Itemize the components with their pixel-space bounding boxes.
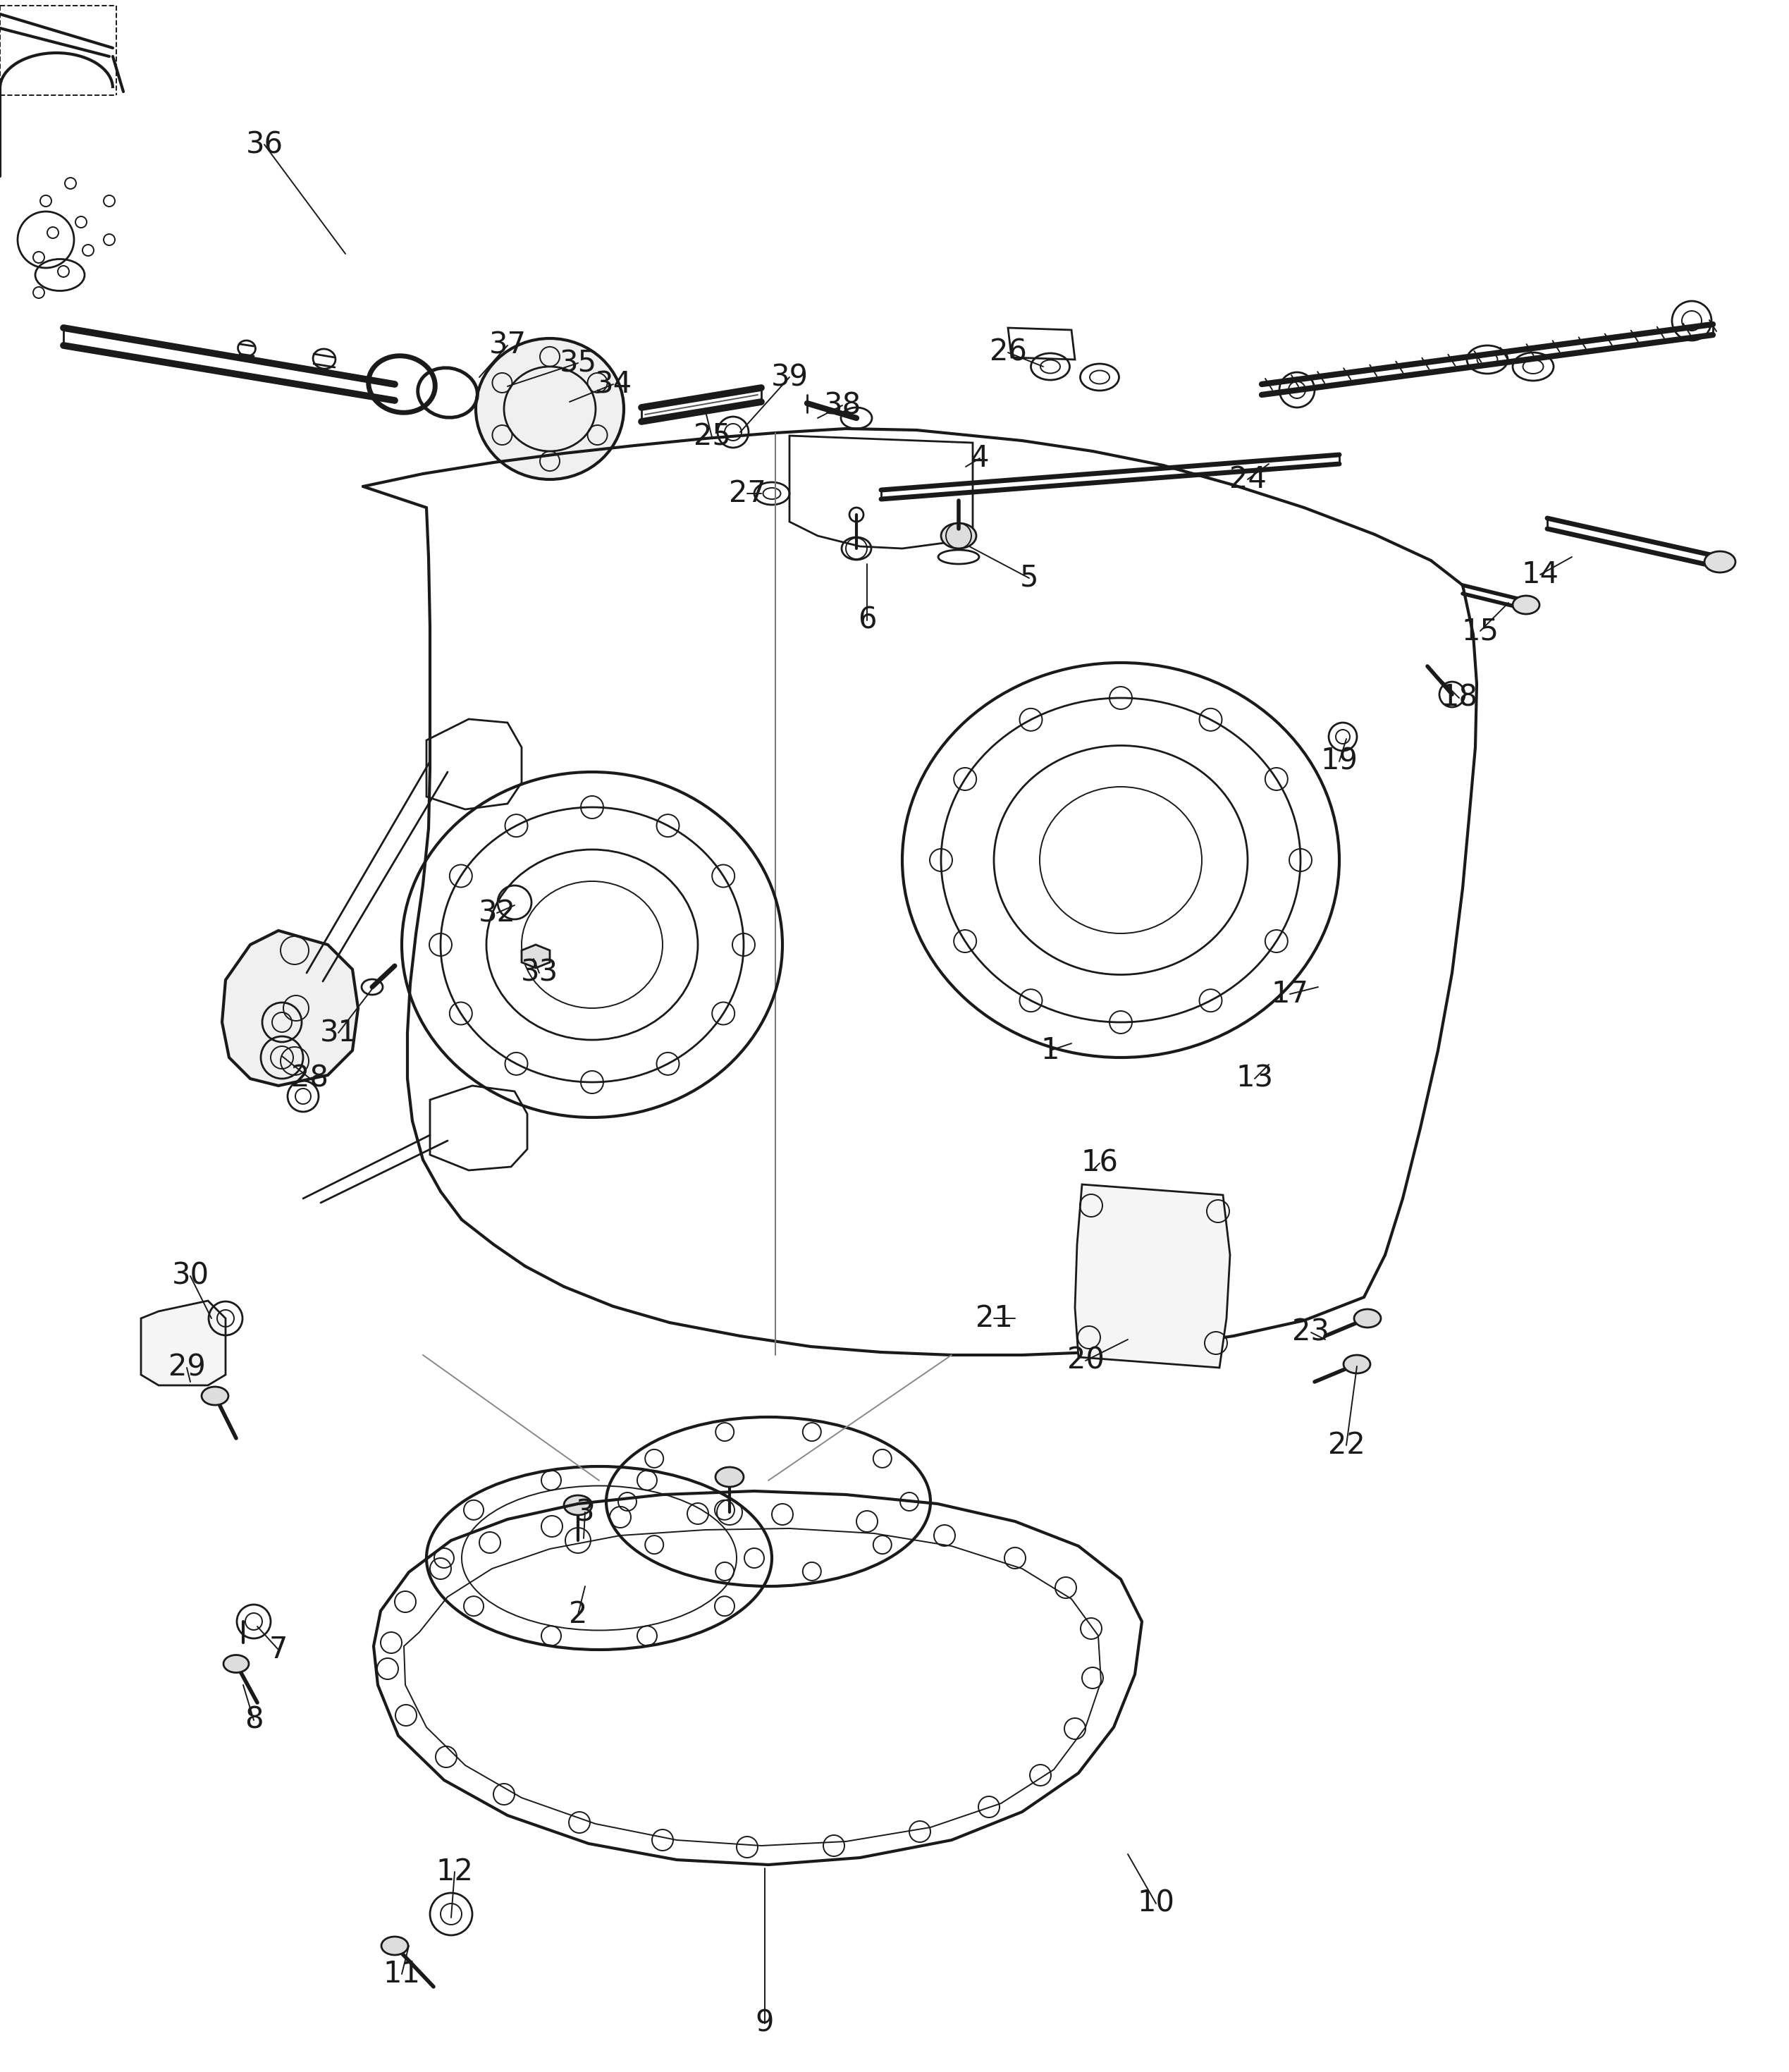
Polygon shape: [522, 945, 549, 968]
Ellipse shape: [1354, 1310, 1381, 1328]
Polygon shape: [141, 1301, 225, 1386]
Text: 13: 13: [1236, 1063, 1274, 1094]
Text: 20: 20: [1066, 1347, 1104, 1376]
Text: 38: 38: [823, 390, 861, 421]
Ellipse shape: [381, 1937, 408, 1956]
Text: 15: 15: [1462, 615, 1499, 646]
Text: 10: 10: [1138, 1890, 1175, 1919]
Ellipse shape: [716, 1467, 744, 1488]
Text: 24: 24: [1229, 464, 1267, 495]
Text: 21: 21: [975, 1303, 1013, 1332]
Text: 35: 35: [560, 348, 598, 377]
Text: 7: 7: [268, 1635, 288, 1664]
Text: 18: 18: [1440, 684, 1478, 713]
Text: 25: 25: [694, 423, 730, 452]
Text: 39: 39: [771, 363, 809, 392]
Polygon shape: [1075, 1185, 1231, 1368]
Text: 30: 30: [172, 1262, 209, 1291]
Text: 36: 36: [245, 131, 283, 160]
Text: 3: 3: [576, 1498, 594, 1527]
Text: 14: 14: [1521, 559, 1558, 588]
Text: 33: 33: [521, 957, 558, 988]
Ellipse shape: [1705, 551, 1735, 572]
Text: 22: 22: [1327, 1430, 1365, 1461]
Text: 6: 6: [857, 605, 877, 636]
Ellipse shape: [224, 1656, 249, 1672]
Ellipse shape: [564, 1496, 592, 1515]
Text: 16: 16: [1081, 1148, 1118, 1179]
Text: 11: 11: [383, 1960, 420, 1989]
Ellipse shape: [941, 522, 977, 549]
Text: 8: 8: [245, 1705, 263, 1734]
Text: 5: 5: [1020, 564, 1038, 593]
Ellipse shape: [1344, 1355, 1370, 1374]
Ellipse shape: [202, 1386, 229, 1405]
Text: 32: 32: [478, 897, 515, 928]
Text: 23: 23: [1292, 1318, 1329, 1347]
Text: 28: 28: [292, 1063, 329, 1094]
Text: 31: 31: [320, 1017, 358, 1048]
Text: 9: 9: [755, 2008, 775, 2039]
Text: 26: 26: [989, 338, 1027, 367]
Text: 29: 29: [168, 1353, 206, 1382]
Ellipse shape: [476, 338, 624, 479]
Text: 19: 19: [1320, 746, 1358, 777]
Text: 4: 4: [970, 443, 989, 472]
Text: 1: 1: [1041, 1036, 1059, 1065]
Polygon shape: [222, 930, 358, 1086]
Ellipse shape: [1513, 597, 1540, 613]
Text: 37: 37: [488, 332, 526, 361]
Text: 27: 27: [728, 479, 766, 508]
Text: 34: 34: [594, 369, 632, 400]
Text: 12: 12: [437, 1857, 474, 1888]
Text: 17: 17: [1272, 980, 1308, 1009]
Text: 2: 2: [569, 1600, 587, 1629]
